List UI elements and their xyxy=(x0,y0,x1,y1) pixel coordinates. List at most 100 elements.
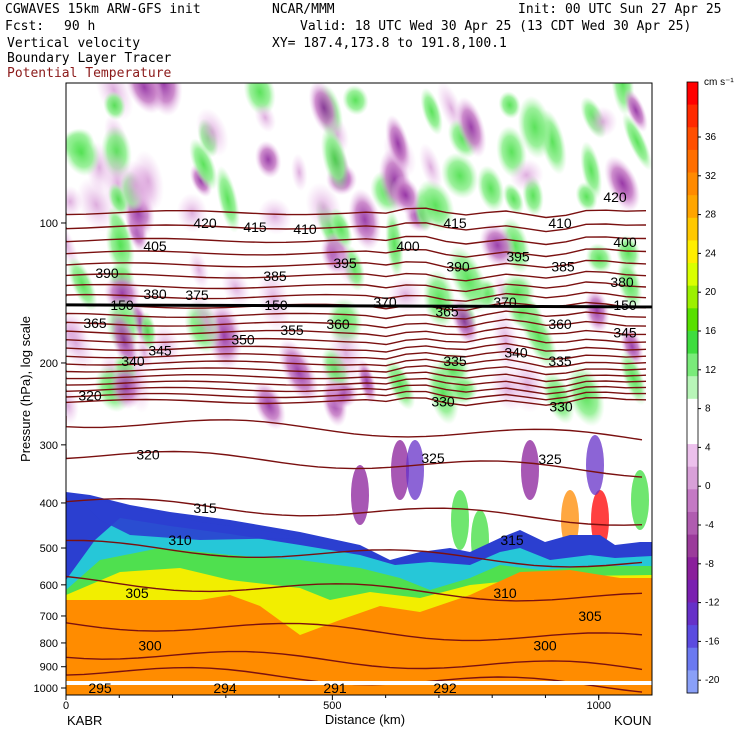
valid-time: Valid: 18 UTC Wed 30 Apr 25 (13 CDT Wed … xyxy=(300,19,692,34)
velocity-blob xyxy=(441,152,479,199)
y-tick-label: 700 xyxy=(40,611,58,623)
velocity-blob xyxy=(622,112,652,171)
field-boundary-layer-tracer: Boundary Layer Tracer xyxy=(7,51,172,66)
theta-label: 415 xyxy=(443,215,467,231)
y-tick-label: 200 xyxy=(40,358,58,370)
theta-label: 300 xyxy=(138,637,162,653)
velocity-blob xyxy=(139,311,157,351)
velocity-core xyxy=(521,440,539,500)
theta-contour xyxy=(66,371,647,383)
theta-label: 310 xyxy=(168,532,192,548)
velocity-blob xyxy=(125,83,164,114)
vertical-velocity-colorbar: 36 32 28 24 20 16 12 8 4 0 -4 -8 -12 -16 -20 xyxy=(686,81,720,694)
velocity-blob xyxy=(188,250,210,289)
theta-contour xyxy=(66,281,647,293)
colorbar-label: -12 xyxy=(705,598,720,609)
theta-contour xyxy=(66,358,647,368)
velocity-blob xyxy=(455,96,487,158)
org-label: NCAR/MMM xyxy=(272,2,335,17)
velocity-blob xyxy=(502,183,524,215)
velocity-blob xyxy=(176,193,208,233)
theta-label: 305 xyxy=(578,608,602,624)
tracer-upper-blue-tongue xyxy=(75,495,300,540)
velocity-blob xyxy=(390,175,421,215)
theta-label: 150 xyxy=(613,297,637,313)
theta-contour xyxy=(66,222,647,233)
colorbar-swatch xyxy=(687,534,698,558)
theta-label: 300 xyxy=(533,637,557,653)
theta-label: 405 xyxy=(143,238,167,254)
velocity-blob xyxy=(66,185,83,218)
colorbar-frame xyxy=(686,81,699,694)
theta-label: 410 xyxy=(548,215,572,231)
theta-label: 335 xyxy=(443,353,467,369)
velocity-blob xyxy=(254,102,276,133)
theta-contour xyxy=(66,497,643,526)
colorbar-label: -20 xyxy=(705,675,720,686)
velocity-blob xyxy=(519,303,558,370)
theta-label: 395 xyxy=(506,248,530,264)
theta-contour xyxy=(66,310,647,320)
colorbar-swatch xyxy=(687,263,698,287)
theta-label: 420 xyxy=(193,215,217,231)
theta-contour xyxy=(66,575,643,602)
colorbar-swatch xyxy=(687,376,698,400)
theta-contour xyxy=(66,318,647,329)
velocity-blob xyxy=(585,243,613,274)
y-tick-label: 1000 xyxy=(34,683,58,695)
velocity-blob xyxy=(385,114,411,173)
theta-contour xyxy=(66,539,643,568)
theta-contour xyxy=(66,365,647,376)
theta-contour xyxy=(66,342,647,353)
colorbar-swatch xyxy=(687,647,698,671)
theta-contour xyxy=(66,270,647,282)
colorbar-swatch xyxy=(687,104,698,128)
colorbar-label: 32 xyxy=(705,171,717,182)
theta-contour xyxy=(66,384,647,395)
velocity-core xyxy=(391,440,409,500)
forecast-label: Fcst: xyxy=(5,19,45,34)
velocity-blob xyxy=(623,88,648,133)
theta-label: 330 xyxy=(549,398,573,414)
x-tick-label: 1000 xyxy=(586,700,610,712)
velocity-blob xyxy=(420,87,443,136)
y-tick-label: 100 xyxy=(40,218,58,230)
theta-contour xyxy=(66,647,643,671)
y-tick-label: 400 xyxy=(40,498,58,510)
model-title: CGWAVES 15km ARW-GFS init xyxy=(5,2,201,17)
velocity-blob xyxy=(254,140,282,179)
velocity-blob xyxy=(575,181,598,212)
theta-label: 150 xyxy=(264,297,288,313)
y-tick-label: 300 xyxy=(40,440,58,452)
colorbar-swatch xyxy=(687,82,698,106)
theta-label: 315 xyxy=(500,532,524,548)
colorbar-swatch xyxy=(687,579,698,603)
theta-contour xyxy=(66,259,647,271)
theta-label: 400 xyxy=(613,234,637,250)
velocity-blob xyxy=(291,153,308,192)
velocity-blob xyxy=(328,321,364,387)
colorbar-swatch xyxy=(687,489,698,513)
colorbar-label: 12 xyxy=(705,365,717,376)
colorbar-swatch xyxy=(687,421,698,445)
theta-label: 360 xyxy=(326,316,350,332)
theta-label: 340 xyxy=(121,353,145,369)
velocity-blob xyxy=(587,106,618,137)
theta-label: 410 xyxy=(293,221,317,237)
velocity-blob xyxy=(498,91,521,119)
colorbar-swatch xyxy=(687,444,698,468)
plot-frame xyxy=(65,82,653,696)
theta-contour xyxy=(66,235,647,246)
velocity-blob xyxy=(566,365,605,427)
velocity-core xyxy=(351,465,369,525)
velocity-blob xyxy=(257,197,292,235)
theta-label: 345 xyxy=(613,325,637,341)
colorbar-swatch xyxy=(687,285,698,309)
velocity-blob xyxy=(348,188,382,251)
cross-section-endpoints: XY= 187.4,173.8 to 191.8,100.1 xyxy=(272,36,507,51)
velocity-blob xyxy=(243,83,276,116)
y-tick-label: 600 xyxy=(40,580,58,592)
theta-label: 330 xyxy=(431,393,455,409)
theta-label: 335 xyxy=(548,353,572,369)
forecast-hour: 90 h xyxy=(64,19,96,34)
